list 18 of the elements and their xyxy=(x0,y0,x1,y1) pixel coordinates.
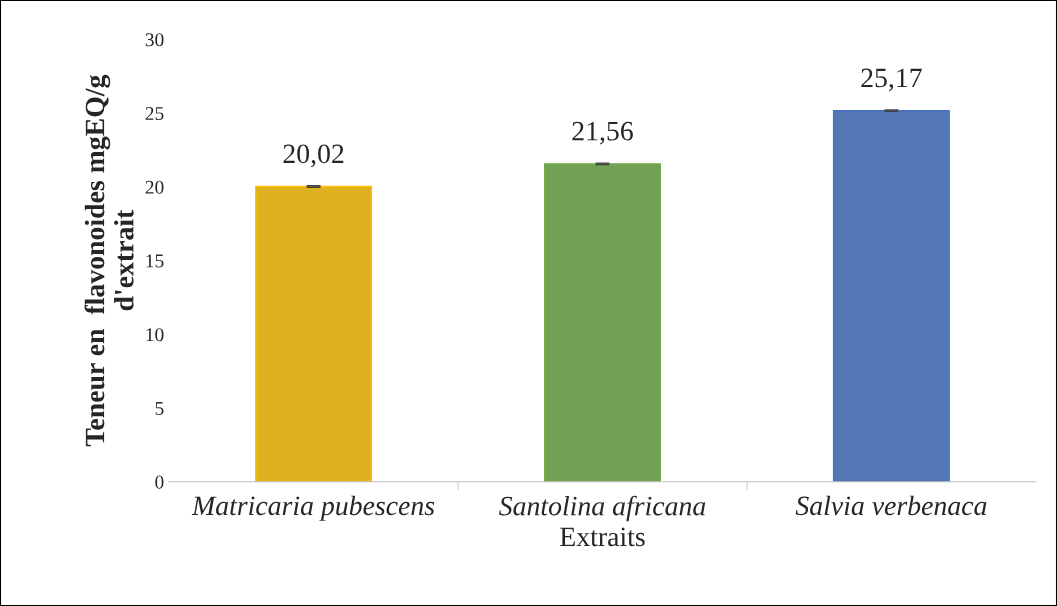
y-tick-label: 0 xyxy=(155,475,164,489)
bar xyxy=(832,109,950,482)
y-tick-label: 5 xyxy=(155,402,164,415)
bar xyxy=(255,185,373,482)
x-tick-label: Salvia verbenaca xyxy=(795,495,987,516)
y-tick-label: 30 xyxy=(145,33,164,47)
data-label: 25,17 xyxy=(861,68,922,92)
bar xyxy=(544,163,661,482)
y-tick-label: 15 xyxy=(146,254,164,268)
y-tick-label: 25 xyxy=(145,106,164,121)
x-tick-label: Santolina africana xyxy=(499,495,706,522)
x-tick-label: Matricaria pubescens xyxy=(191,495,435,521)
y-tick-label: 20 xyxy=(145,180,164,194)
data-label: 21,56 xyxy=(572,121,633,145)
x-axis-title: Extraits xyxy=(560,527,645,547)
data-label: 20,02 xyxy=(283,144,344,168)
y-axis-title: Teneur en flavonoides mgEQ/g d'extrait xyxy=(84,74,134,447)
y-tick-label: 10 xyxy=(146,328,164,342)
